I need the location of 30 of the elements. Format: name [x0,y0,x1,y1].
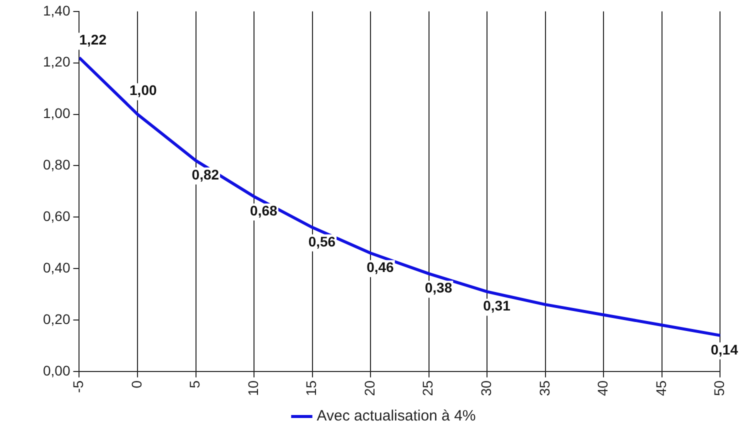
y-tick-label: 0,80 [43,156,70,173]
y-tick-label: 1,20 [43,54,70,70]
data-label: 0,56 [308,233,336,250]
x-tick-label: 15 [303,380,320,396]
x-tick-label: 45 [652,380,669,396]
x-tick-label: 40 [594,380,611,396]
x-tick-label: -5 [70,380,86,393]
x-tick-label: 0 [128,380,144,388]
y-tick-label: 0,00 [43,362,70,378]
x-tick-label: 30 [478,380,494,396]
y-tick-label: 0,40 [43,259,70,276]
data-label: 0,68 [250,202,278,218]
y-tick-label: 1,40 [43,2,70,18]
y-tick-label: 1,00 [43,105,70,122]
x-tick-label: 5 [186,380,203,388]
data-label: 1,00 [130,82,157,98]
data-label: 0,82 [192,166,220,182]
legend-label: Avec actualisation à 4% [316,408,476,425]
y-tick-label: 0,60 [43,208,70,224]
data-label: 0,46 [366,258,394,275]
data-label: 1,22 [79,32,107,48]
x-tick-label: 20 [361,380,378,396]
data-label: 0,38 [424,280,452,296]
x-tick-label: 25 [420,380,436,396]
data-label: 0,31 [483,298,511,314]
x-tick-label: 50 [711,380,728,396]
x-tick-label: 35 [536,380,552,396]
y-tick-label: 0,20 [43,310,70,327]
data-label: 0,14 [710,341,738,358]
x-tick-label: 10 [244,380,261,396]
